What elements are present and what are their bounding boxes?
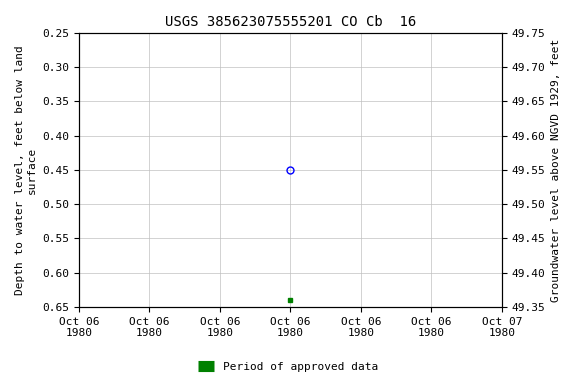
Title: USGS 385623075555201 CO Cb  16: USGS 385623075555201 CO Cb 16 bbox=[165, 15, 416, 29]
Y-axis label: Groundwater level above NGVD 1929, feet: Groundwater level above NGVD 1929, feet bbox=[551, 38, 561, 301]
Y-axis label: Depth to water level, feet below land
surface: Depth to water level, feet below land su… bbox=[15, 45, 37, 295]
Legend: Period of approved data: Period of approved data bbox=[193, 358, 383, 377]
